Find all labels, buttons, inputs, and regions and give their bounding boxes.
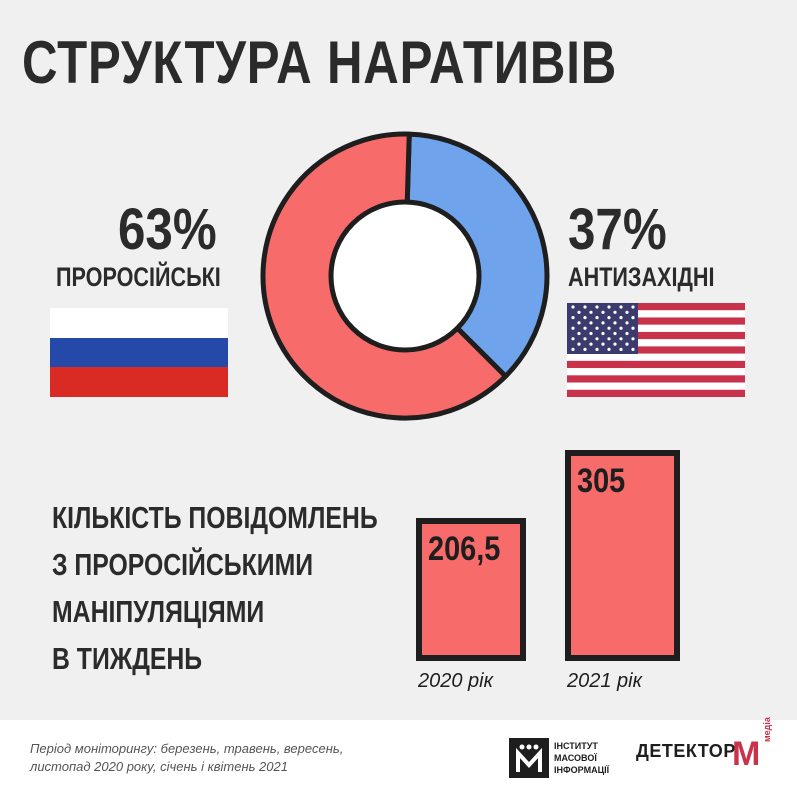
bar-category-2020: 2020 рік <box>418 670 494 692</box>
footnote: Період моніторингу: березень, травень, в… <box>30 740 343 776</box>
bar-value-2021: 305 <box>577 462 626 500</box>
bar-chart-label-line: МАНІПУЛЯЦІЯМИ <box>52 594 265 629</box>
detector-media-label: медіа <box>762 717 772 742</box>
imi-line: МАСОВОЇ <box>554 753 597 763</box>
imi-logo-icon <box>509 738 549 778</box>
pie-label-category-0: ПРОРОСІЙСЬКІ <box>56 262 221 292</box>
bar-chart-label-line: КІЛЬКІСТЬ ПОВІДОМЛЕНЬ <box>52 500 378 535</box>
page-title: СТРУКТУРА НАРАТИВІВ <box>22 29 618 96</box>
bar-2021 <box>565 450 680 661</box>
pie-label-value-0: 63% <box>118 197 217 262</box>
russia-flag-icon <box>50 308 228 397</box>
pie-label-category-1: АНТИЗАХІДНІ <box>568 262 715 292</box>
bar-category-2021: 2021 рік <box>567 670 643 692</box>
imi-logo-text: ІНСТИТУТ МАСОВОЇ ІНФОРМАЦІЇ <box>554 740 609 776</box>
pie-label-value-1: 37% <box>568 197 667 262</box>
imi-line: ІНСТИТУТ <box>554 741 598 751</box>
bar-value-2020: 206,5 <box>428 530 501 568</box>
footnote-line: Період моніторингу: березень, травень, в… <box>30 741 344 756</box>
detector-logo: ДЕТЕКТОР <box>636 741 736 761</box>
bar-2020 <box>416 518 526 661</box>
detector-m-icon: M <box>732 735 761 773</box>
footnote-line: листопад 2020 року, січень і квітень 202… <box>30 759 288 774</box>
bar-chart-label-line: В ТИЖДЕНЬ <box>52 641 203 676</box>
footer <box>0 720 797 797</box>
bar-chart-label-line: З ПРОРОСІЙСЬКИМИ <box>52 547 314 582</box>
donut-hole <box>328 199 482 353</box>
imi-line: ІНФОРМАЦІЇ <box>554 765 610 775</box>
usa-flag-icon <box>567 303 745 397</box>
donut-chart <box>260 131 550 421</box>
bar-chart-label: КІЛЬКІСТЬ ПОВІДОМЛЕНЬ З ПРОРОСІЙСЬКИМИ М… <box>52 494 378 682</box>
